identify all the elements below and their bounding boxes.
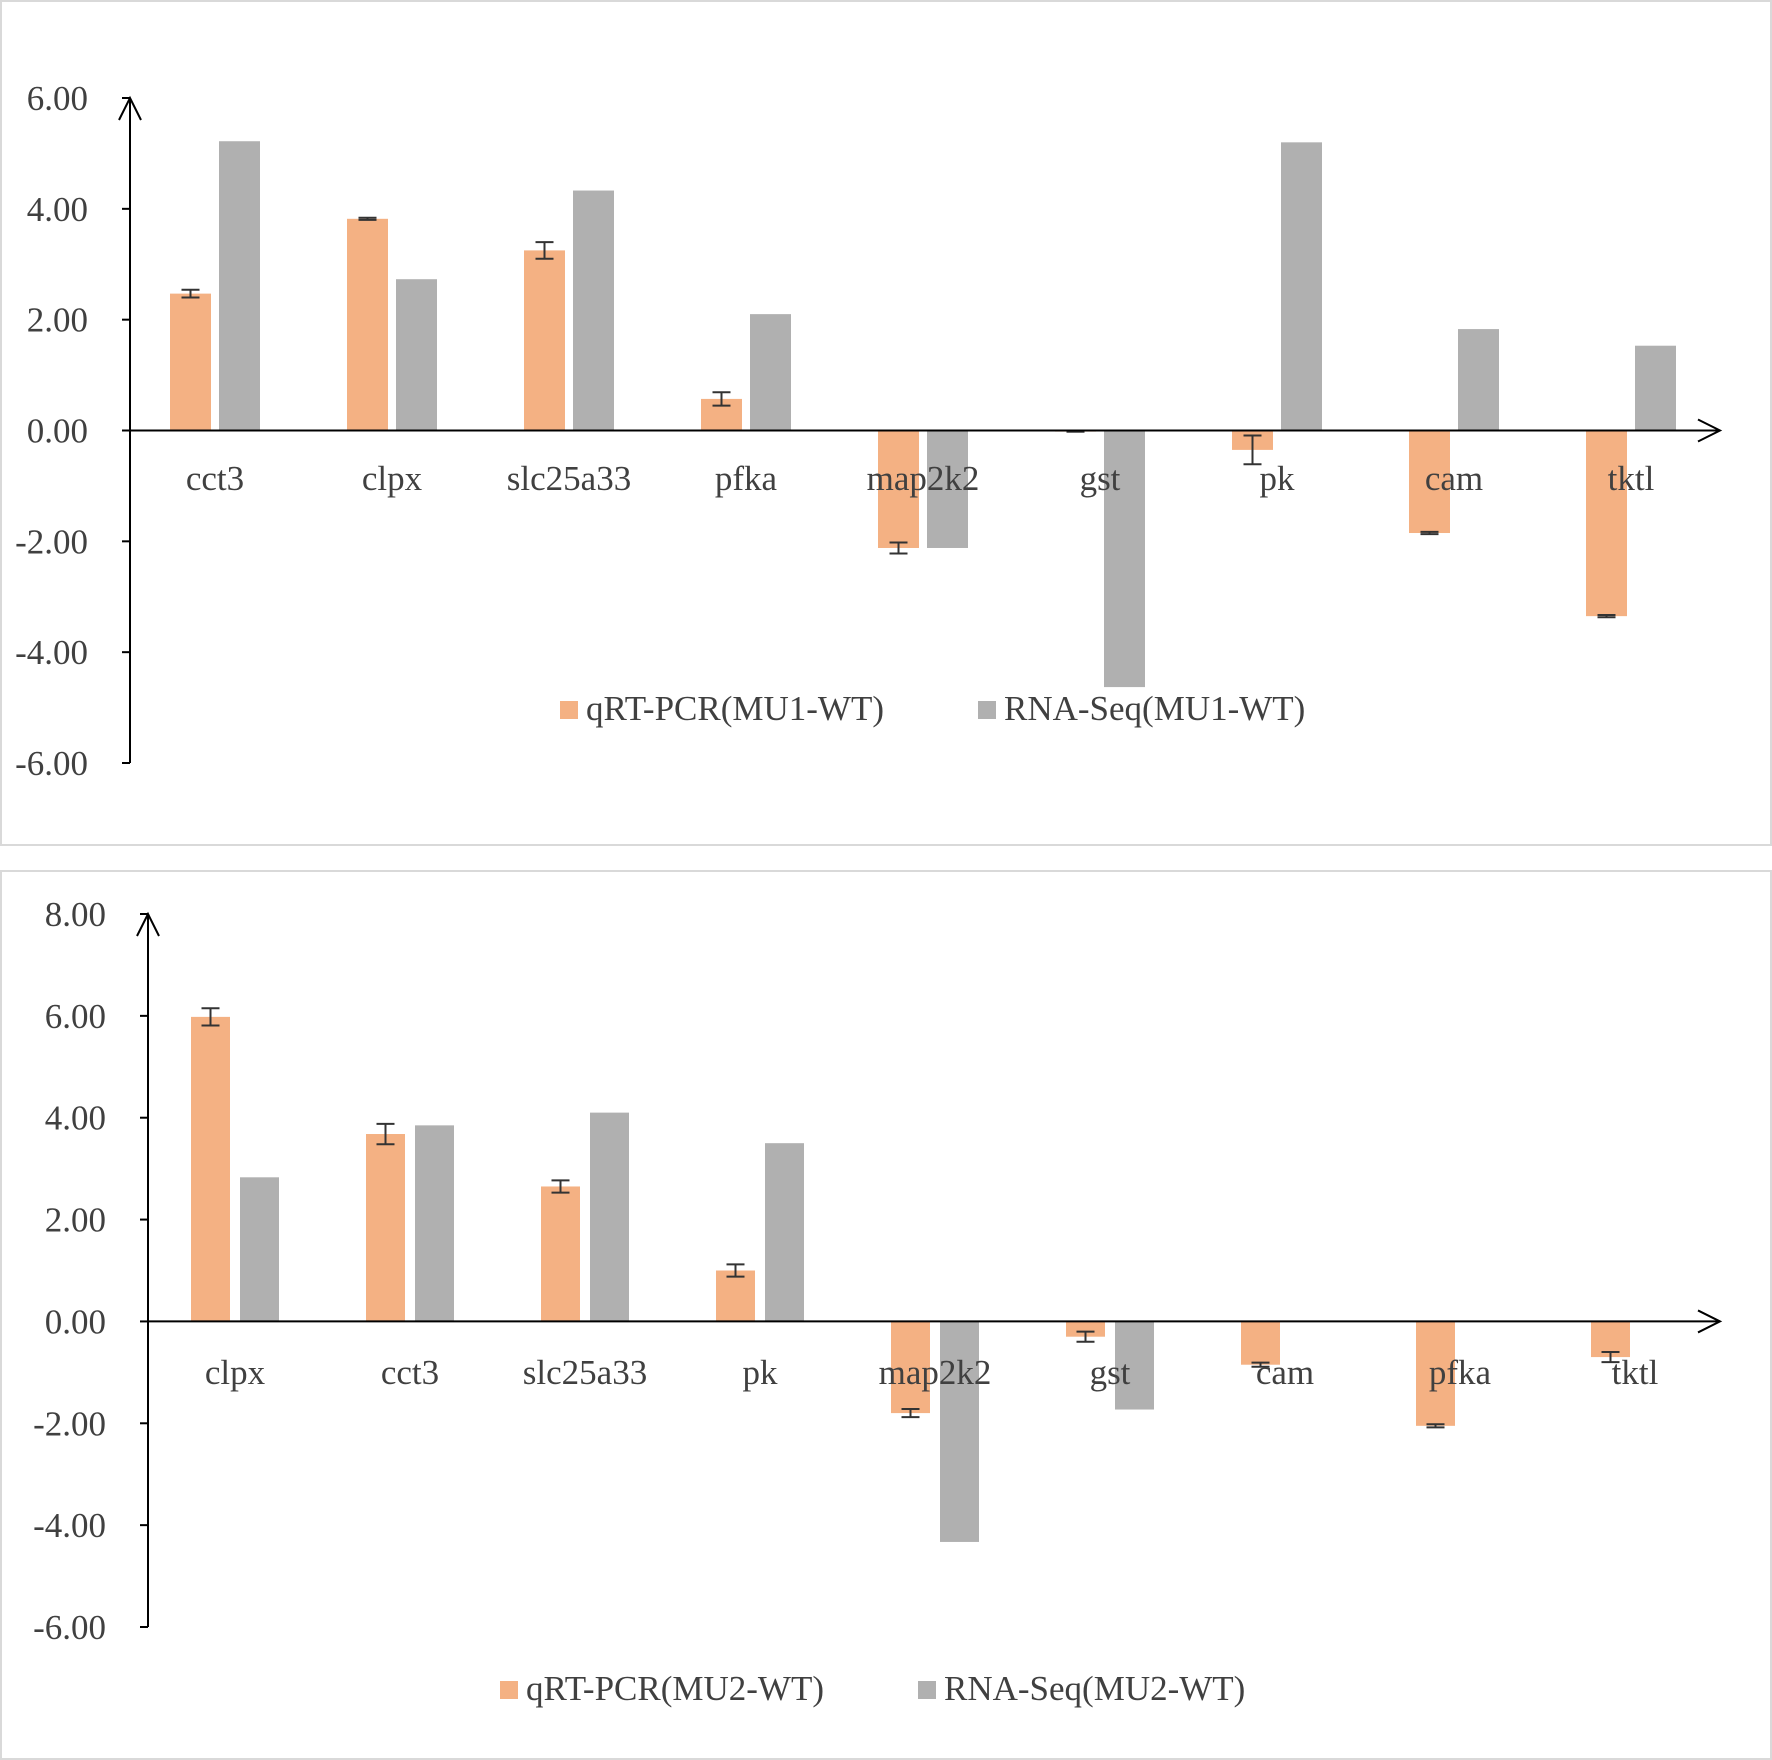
- bar-qrt-pcr: [1409, 430, 1450, 534]
- bar-qrt-pcr: [891, 1321, 930, 1414]
- legend-label-qrt-pcr: qRT-PCR(MU2-WT): [526, 1669, 824, 1708]
- x-category-label: slc25a33: [507, 459, 631, 498]
- legend-label-qrt-pcr: qRT-PCR(MU1-WT): [586, 689, 884, 728]
- bar-qrt-pcr: [524, 250, 565, 431]
- y-tick-label: -4.00: [15, 633, 88, 672]
- legend-swatch-qrt-pcr: [500, 1681, 518, 1699]
- x-category-label: cct3: [186, 459, 244, 498]
- y-tick-label: -6.00: [33, 1608, 106, 1647]
- y-tick-label: 0.00: [27, 412, 88, 451]
- bar-rna-seq: [415, 1125, 454, 1322]
- x-category-label: cam: [1256, 1353, 1314, 1392]
- bar-rna-seq: [1635, 345, 1676, 431]
- bar-qrt-pcr: [366, 1134, 405, 1322]
- y-tick-label: 4.00: [27, 190, 88, 229]
- y-tick-label: -4.00: [33, 1506, 106, 1545]
- legend-label-rna-seq: RNA-Seq(MU2-WT): [944, 1669, 1245, 1708]
- y-tick-label: -2.00: [15, 522, 88, 561]
- bar-rna-seq: [765, 1143, 804, 1322]
- bar-rna-seq: [1115, 1321, 1154, 1410]
- bar-rna-seq: [1281, 142, 1322, 431]
- bar-rna-seq: [1104, 430, 1145, 688]
- bar-rna-seq: [396, 279, 437, 431]
- x-category-label: slc25a33: [523, 1353, 647, 1392]
- chart-border: [0, 0, 1772, 846]
- bar-rna-seq: [1458, 329, 1499, 431]
- bar-rna-seq: [573, 190, 614, 431]
- chart-panel-mu2: 8.00 6.00 4.00 2.00 0.00 -2.00 -4.00 -6.00 clpx c…: [0, 870, 1772, 1760]
- bar-qrt-pcr: [1586, 430, 1627, 617]
- y-axis-arrow: [136, 911, 160, 937]
- y-tick-label: 0.00: [45, 1302, 106, 1341]
- x-axis-arrow: [1697, 418, 1723, 443]
- bar-qrt-pcr: [1241, 1321, 1280, 1365]
- legend-swatch-rna-seq: [978, 701, 996, 719]
- x-category-label: cam: [1425, 459, 1483, 498]
- y-tick-label: 8.00: [45, 895, 106, 934]
- x-category-label: pfka: [715, 459, 778, 498]
- bar-qrt-pcr: [1416, 1321, 1455, 1426]
- y-axis-arrow: [118, 95, 142, 121]
- x-category-label: pk: [743, 1353, 779, 1392]
- chart-panel-mu1: 6.00 4.00 2.00 0.00 -2.00 -4.00 -6.00 cct3 clpx s…: [0, 0, 1772, 846]
- bar-qrt-pcr: [716, 1270, 755, 1322]
- x-category-label: clpx: [205, 1353, 266, 1392]
- bar-chart-mu1: 6.00 4.00 2.00 0.00 -2.00 -4.00 -6.00 cct3 clpx s…: [15, 79, 1723, 783]
- legend-swatch-rna-seq: [918, 1681, 936, 1699]
- y-tick-label: -6.00: [15, 744, 88, 783]
- y-tick-label: -2.00: [33, 1404, 106, 1443]
- bar-rna-seq: [927, 430, 968, 548]
- legend-swatch-qrt-pcr: [560, 701, 578, 719]
- x-category-label: tktl: [1612, 1353, 1659, 1392]
- y-tick-label: 2.00: [27, 301, 88, 340]
- bar-qrt-pcr: [878, 430, 919, 548]
- bar-qrt-pcr: [541, 1186, 580, 1322]
- x-category-label: gst: [1080, 459, 1121, 498]
- bar-rna-seq: [940, 1321, 979, 1542]
- x-category-label: map2k2: [879, 1353, 992, 1392]
- legend-label-rna-seq: RNA-Seq(MU1-WT): [1004, 689, 1305, 728]
- bar-rna-seq: [590, 1112, 629, 1322]
- bar-qrt-pcr: [1066, 1321, 1105, 1337]
- x-category-label: map2k2: [867, 459, 980, 498]
- x-axis-arrow: [1697, 1309, 1723, 1334]
- x-category-label: pfka: [1429, 1353, 1492, 1392]
- bar-rna-seq: [750, 314, 791, 431]
- y-tick-label: 6.00: [45, 997, 106, 1036]
- chart-border: [0, 870, 1772, 1760]
- bar-qrt-pcr: [170, 293, 211, 431]
- x-category-label: clpx: [362, 459, 423, 498]
- y-tick-label: 6.00: [27, 79, 88, 118]
- x-category-label: cct3: [381, 1353, 439, 1392]
- y-tick-label: 4.00: [45, 1099, 106, 1138]
- x-category-label: tktl: [1608, 459, 1655, 498]
- bar-rna-seq: [219, 141, 260, 431]
- bar-qrt-pcr: [191, 1016, 230, 1322]
- x-category-label: pk: [1260, 459, 1296, 498]
- y-tick-label: 2.00: [45, 1201, 106, 1240]
- bar-qrt-pcr: [347, 218, 388, 431]
- bar-chart-mu2: 8.00 6.00 4.00 2.00 0.00 -2.00 -4.00 -6.00 clpx c…: [33, 895, 1723, 1708]
- bar-rna-seq: [240, 1177, 279, 1322]
- x-category-label: gst: [1090, 1353, 1131, 1392]
